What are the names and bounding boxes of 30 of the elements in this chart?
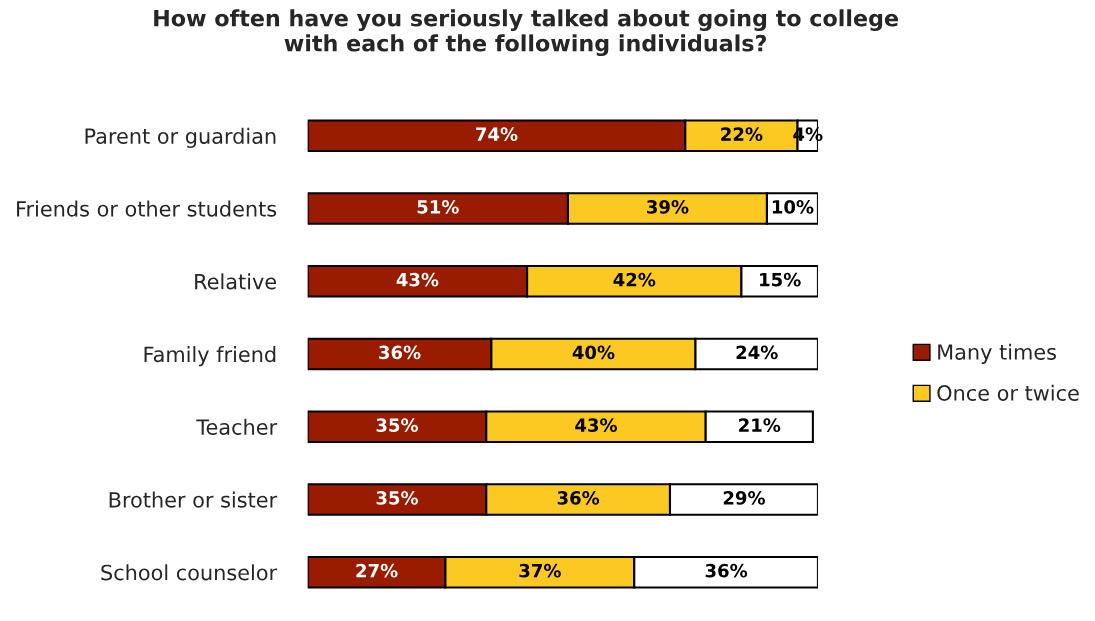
y-tick-label: Brother or sister xyxy=(109,491,278,508)
y-tick-label: Family friend xyxy=(144,346,276,367)
chart-title: How often have you seriously talked about going to college with each of the following individuals? xyxy=(154,9,898,57)
legend-label: Many times xyxy=(938,343,1056,364)
data-label: 51% xyxy=(417,200,459,214)
legend-label: Once or twice xyxy=(937,384,1079,401)
y-tick-label: Friends or other students xyxy=(17,200,277,217)
data-label: 37% xyxy=(519,563,561,578)
y-tick-label: School counselor xyxy=(101,564,278,581)
data-label: 15% xyxy=(760,272,801,287)
data-label: 10% xyxy=(772,200,814,214)
data-label: 35% xyxy=(376,418,419,432)
data-label: 43% xyxy=(396,272,439,287)
data-label: 35% xyxy=(376,491,419,505)
data-label: 42% xyxy=(613,272,656,287)
data-label: 36% xyxy=(379,345,421,360)
data-label: 22% xyxy=(721,127,763,141)
data-label: 39% xyxy=(647,200,689,214)
data-label: 21% xyxy=(739,418,781,432)
y-tick-label: Relative xyxy=(195,273,277,290)
y-tick-label: Parent or guardian xyxy=(85,127,276,148)
data-label: 74% xyxy=(476,127,518,141)
data-label: 36% xyxy=(705,563,748,578)
data-label: 27% xyxy=(356,563,398,578)
data-label: 29% xyxy=(723,491,766,505)
data-label: 40% xyxy=(572,345,615,360)
data-label: 36% xyxy=(557,491,600,505)
y-tick-label: Teacher xyxy=(196,418,278,435)
data-label: 43% xyxy=(575,418,618,432)
data-label: 24% xyxy=(736,345,778,360)
